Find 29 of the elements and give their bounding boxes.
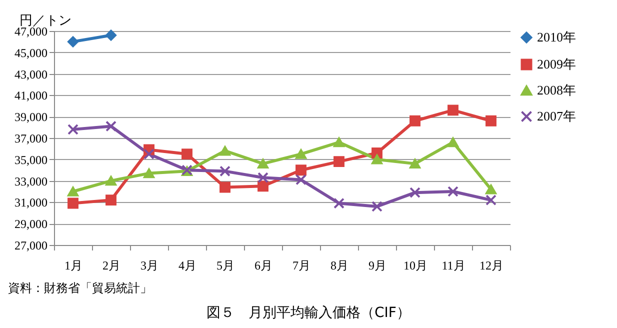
x-tick-label: 6月	[254, 258, 272, 272]
x-tick-label: 11月	[442, 258, 466, 272]
x-tick-label: 7月	[292, 258, 310, 272]
y-tick-label: 39,000	[14, 110, 48, 124]
x-tick-label: 3月	[140, 258, 158, 272]
legend-label: 2008年	[537, 82, 576, 98]
y-tick-label: 33,000	[14, 174, 48, 188]
y-tick-label: 43,000	[14, 67, 48, 82]
x-tick-label: 9月	[368, 258, 386, 272]
x-tick-label: 8月	[330, 258, 348, 272]
y-tick-label: 29,000	[14, 217, 48, 232]
x-tick-label: 4月	[178, 258, 196, 272]
y-tick-label: 31,000	[14, 196, 48, 210]
legend-label: 2007年	[537, 108, 576, 124]
legend-label: 2010年	[537, 30, 576, 44]
x-tick-label: 5月	[216, 258, 234, 272]
x-tick-label: 2月	[102, 258, 120, 272]
text: 資料：財務省「貿易統計」	[8, 280, 152, 297]
legend-label: 2009年	[537, 56, 576, 72]
y-tick-label: 37,000	[14, 132, 48, 146]
y-tick-label: 41,000	[14, 88, 48, 103]
y-axis-title: 円／トン	[20, 12, 72, 28]
y-tick-label: 27,000	[14, 238, 48, 252]
x-tick-label: 10月	[404, 258, 428, 272]
y-tick-label: 35,000	[14, 152, 48, 167]
x-tick-label: 12月	[480, 258, 504, 272]
y-tick-label: 45,000	[14, 46, 48, 60]
x-tick-label: 1月	[64, 258, 82, 272]
text: 図５ 月別平均輸入価格（CIF）	[206, 304, 412, 322]
